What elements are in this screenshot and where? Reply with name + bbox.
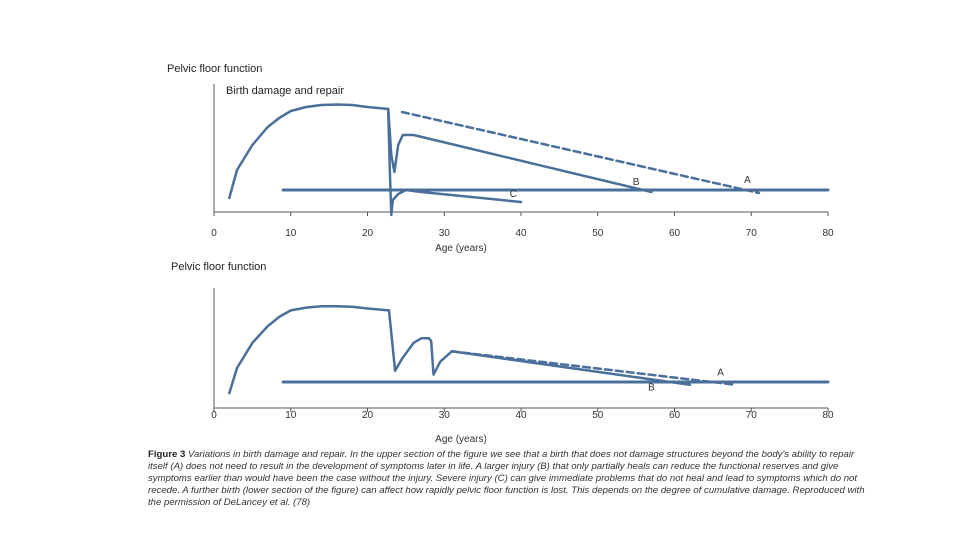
x-tick-label: 20 xyxy=(362,410,374,421)
curve-label-b: B xyxy=(633,177,640,188)
curve-label-b: B xyxy=(648,382,655,393)
x-tick-label: 40 xyxy=(515,410,527,421)
figure-caption: Figure 3 Variations in birth damage and … xyxy=(148,449,868,509)
series-line-b xyxy=(386,107,653,194)
bottom-chart-svg: 0 10 20 30 40 50 60 70 80 Age (years) A B xyxy=(211,288,834,445)
top-chart-svg: 0 10 20 30 40 50 60 70 80 Age (years) Birth damage… xyxy=(211,84,834,254)
series-line-c xyxy=(386,107,523,217)
x-tick-label: 70 xyxy=(746,410,758,421)
x-tick-label: 70 xyxy=(746,228,758,239)
series-line-no-injury xyxy=(228,103,390,200)
x-axis-title: Age (years) xyxy=(435,434,487,445)
x-tick-label: 30 xyxy=(439,410,451,421)
curve-label-a: A xyxy=(744,175,751,186)
x-tick-label: 60 xyxy=(669,228,681,239)
x-axis-title: Age (years) xyxy=(435,243,487,254)
series-line-a xyxy=(400,110,761,195)
series-line-no-injury xyxy=(228,304,391,395)
x-tick-label: 80 xyxy=(822,228,834,239)
x-tick-label: 0 xyxy=(211,410,217,421)
top-chart: 0 10 20 30 40 50 60 70 80 Age (years) Birth damage… xyxy=(211,84,834,254)
x-tick-label: 30 xyxy=(439,228,451,239)
x-tick-label: 20 xyxy=(362,228,374,239)
curve-label-a: A xyxy=(717,367,724,378)
x-tick-label: 0 xyxy=(211,228,217,239)
caption-label: Figure 3 xyxy=(148,449,186,460)
x-tick-label: 80 xyxy=(822,410,834,421)
top-chart-y-label: Pelvic floor function xyxy=(167,63,263,75)
x-tick-label: 10 xyxy=(285,410,297,421)
curve-label-c: C xyxy=(510,189,517,200)
caption-text: Variations in birth damage and repair. I… xyxy=(148,449,865,508)
x-tick-label: 50 xyxy=(592,228,604,239)
chart-subtitle: Birth damage and repair xyxy=(226,85,344,97)
x-tick-label: 10 xyxy=(285,228,297,239)
bottom-chart-y-label: Pelvic floor function xyxy=(171,261,267,273)
series-line-b xyxy=(387,309,692,387)
x-tick-label: 40 xyxy=(515,228,527,239)
x-tick-label: 60 xyxy=(669,410,681,421)
x-tick-label: 50 xyxy=(592,410,604,421)
bottom-chart: 0 10 20 30 40 50 60 70 80 Age (years) A B xyxy=(0,270,960,445)
